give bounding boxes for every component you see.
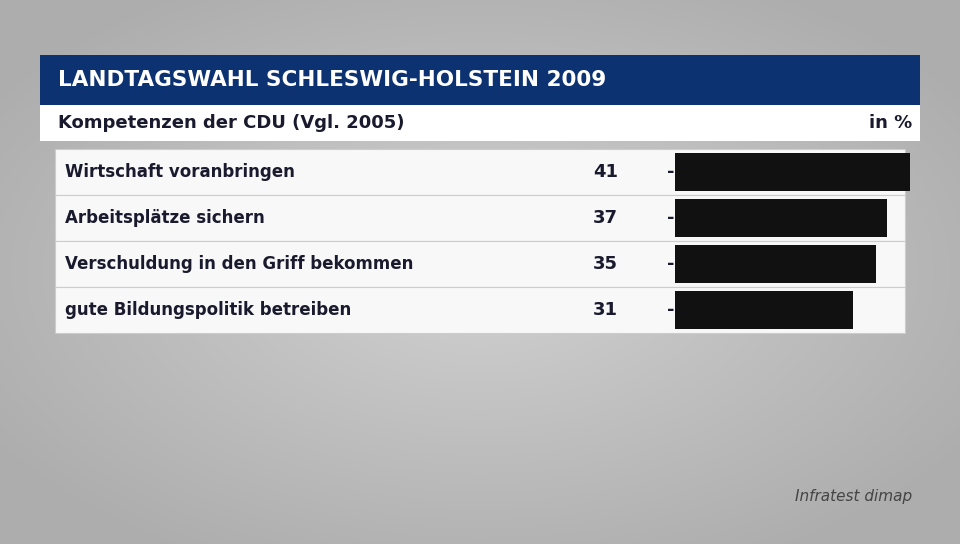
Text: 31: 31 xyxy=(593,301,618,319)
Text: -3,0: -3,0 xyxy=(667,209,707,227)
Text: in %: in % xyxy=(869,114,912,132)
Bar xyxy=(40,55,920,105)
Bar xyxy=(675,199,887,237)
Bar xyxy=(55,287,905,333)
Text: gute Bildungspolitik betreiben: gute Bildungspolitik betreiben xyxy=(65,301,351,319)
Text: -2,0: -2,0 xyxy=(667,255,707,273)
Bar xyxy=(40,105,920,141)
Bar xyxy=(675,245,876,283)
Bar xyxy=(55,195,905,241)
Text: -2,0: -2,0 xyxy=(667,163,707,181)
Text: 37: 37 xyxy=(593,209,618,227)
Text: LANDTAGSWAHL SCHLESWIG-HOLSTEIN 2009: LANDTAGSWAHL SCHLESWIG-HOLSTEIN 2009 xyxy=(58,70,607,90)
Text: -5,0: -5,0 xyxy=(667,301,707,319)
Text: 41: 41 xyxy=(593,163,618,181)
Text: Kompetenzen der CDU (Vgl. 2005): Kompetenzen der CDU (Vgl. 2005) xyxy=(58,114,404,132)
Text: 35: 35 xyxy=(593,255,618,273)
Text: Verschuldung in den Griff bekommen: Verschuldung in den Griff bekommen xyxy=(65,255,414,273)
Bar xyxy=(675,291,852,329)
Bar xyxy=(55,149,905,195)
Text: Arbeitsplätze sichern: Arbeitsplätze sichern xyxy=(65,209,265,227)
Text: Infratest dimap: Infratest dimap xyxy=(795,489,912,504)
Bar xyxy=(675,153,910,191)
Text: Wirtschaft voranbringen: Wirtschaft voranbringen xyxy=(65,163,295,181)
Bar xyxy=(55,241,905,287)
